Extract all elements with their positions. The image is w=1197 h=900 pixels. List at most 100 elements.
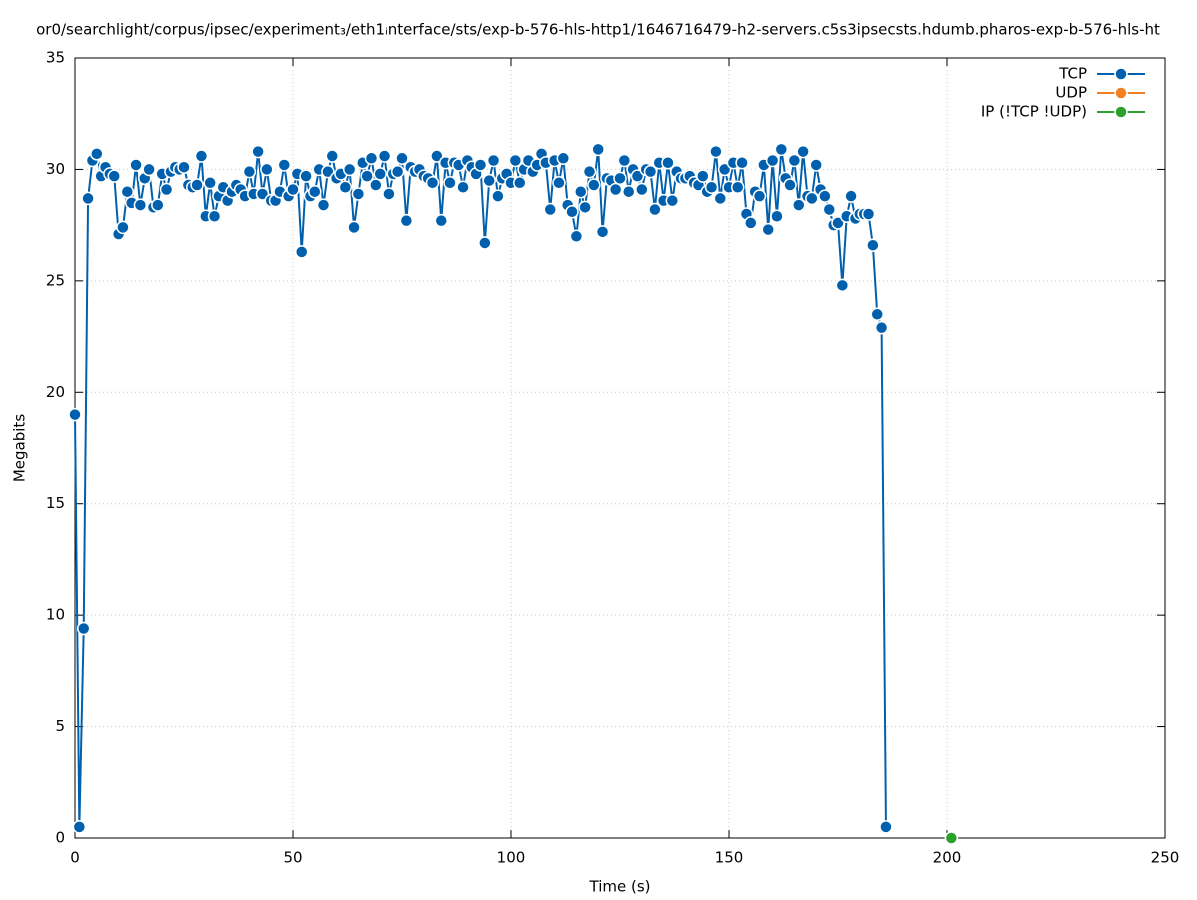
- data-point: [373, 167, 387, 181]
- data-point: [661, 155, 675, 170]
- legend-label: UDP: [1055, 84, 1087, 102]
- data-point: [308, 184, 322, 199]
- data-point: [730, 180, 745, 195]
- data-point: [443, 176, 457, 190]
- data-point: [382, 187, 396, 201]
- data-point: [360, 169, 374, 183]
- data-point: [787, 153, 802, 168]
- data-point: [294, 245, 309, 259]
- legend-marker: [1114, 67, 1128, 81]
- data-point: [861, 207, 876, 221]
- data-point: [321, 164, 335, 179]
- data-point: [190, 178, 204, 192]
- legend-marker: [1114, 86, 1128, 100]
- y-tick-label: 15: [46, 494, 65, 512]
- data-point: [351, 187, 366, 201]
- data-point: [207, 209, 222, 223]
- data-point: [486, 153, 501, 168]
- data-point: [81, 191, 95, 206]
- data-point: [844, 189, 858, 203]
- data-point: [696, 169, 710, 183]
- data-point: [635, 182, 649, 197]
- data-point: [347, 220, 361, 235]
- data-point: [713, 191, 728, 206]
- x-axis-label: Time (s): [589, 878, 651, 896]
- data-point: [792, 198, 806, 212]
- data-point: [129, 158, 143, 172]
- data-point: [582, 164, 597, 179]
- data-line: [74, 149, 887, 827]
- legend-label: TCP: [1058, 65, 1087, 83]
- x-tick-label: 200: [933, 849, 962, 867]
- data-point: [434, 213, 448, 228]
- data-point: [72, 820, 87, 834]
- data-point: [831, 216, 845, 230]
- data-point: [717, 162, 732, 177]
- data-point: [430, 149, 444, 163]
- data-point: [809, 158, 823, 172]
- data-point: [286, 182, 300, 197]
- data-point: [866, 238, 880, 252]
- data-point: [369, 178, 383, 192]
- data-point: [242, 164, 257, 179]
- data-point: [482, 173, 496, 188]
- data-point: [473, 158, 488, 172]
- data-point: [574, 184, 588, 199]
- data-point: [68, 407, 82, 422]
- data-point: [151, 198, 165, 212]
- data-point: [203, 176, 217, 190]
- chart-title: or0/searchlight/corpus/ipsec/experiment₃…: [36, 21, 1160, 39]
- data-point: [543, 202, 557, 217]
- x-tick-label: 100: [497, 849, 526, 867]
- data-point: [552, 176, 566, 190]
- data-point: [835, 278, 850, 293]
- y-tick-label: 25: [46, 271, 65, 289]
- data-point: [709, 144, 723, 159]
- x-tick-label: 50: [283, 849, 302, 867]
- data-point: [478, 236, 492, 250]
- data-point: [120, 184, 135, 199]
- data-point: [643, 164, 658, 179]
- data-point: [630, 169, 645, 183]
- data-point: [251, 144, 265, 159]
- data-point: [805, 191, 819, 206]
- data-point: [377, 149, 392, 163]
- data-point: [395, 151, 409, 166]
- data-point: [491, 189, 505, 203]
- data-point: [587, 178, 601, 192]
- data-point: [735, 155, 749, 170]
- data-point: [399, 213, 414, 228]
- data-point: [608, 182, 623, 197]
- data-point: [556, 151, 571, 166]
- data-point: [390, 164, 405, 179]
- data-point: [944, 831, 959, 845]
- data-point: [569, 229, 584, 244]
- data-point: [512, 176, 527, 190]
- data-point: [277, 158, 292, 172]
- data-point: [621, 184, 636, 199]
- data-point: [508, 153, 523, 168]
- x-tick-label: 150: [715, 849, 744, 867]
- data-point: [744, 216, 758, 230]
- x-tick-label: 250: [1151, 849, 1180, 867]
- data-point: [133, 198, 148, 212]
- y-tick-label: 10: [46, 606, 65, 624]
- data-point: [796, 144, 810, 159]
- data-point: [177, 160, 191, 174]
- data-point: [90, 147, 104, 161]
- data-point: [617, 153, 632, 168]
- legend-label: IP (!TCP !UDP): [981, 103, 1087, 121]
- data-point: [316, 198, 331, 212]
- data-point: [159, 182, 174, 197]
- data-point: [578, 200, 592, 215]
- data-point: [765, 153, 780, 168]
- data-point: [425, 176, 440, 190]
- y-tick-label: 0: [55, 829, 65, 847]
- data-point: [752, 189, 767, 203]
- data-point: [260, 162, 274, 177]
- data-point: [364, 151, 379, 166]
- x-tick-label: 0: [70, 849, 80, 867]
- data-point: [770, 209, 784, 223]
- data-point: [818, 189, 832, 203]
- data-point: [338, 180, 353, 195]
